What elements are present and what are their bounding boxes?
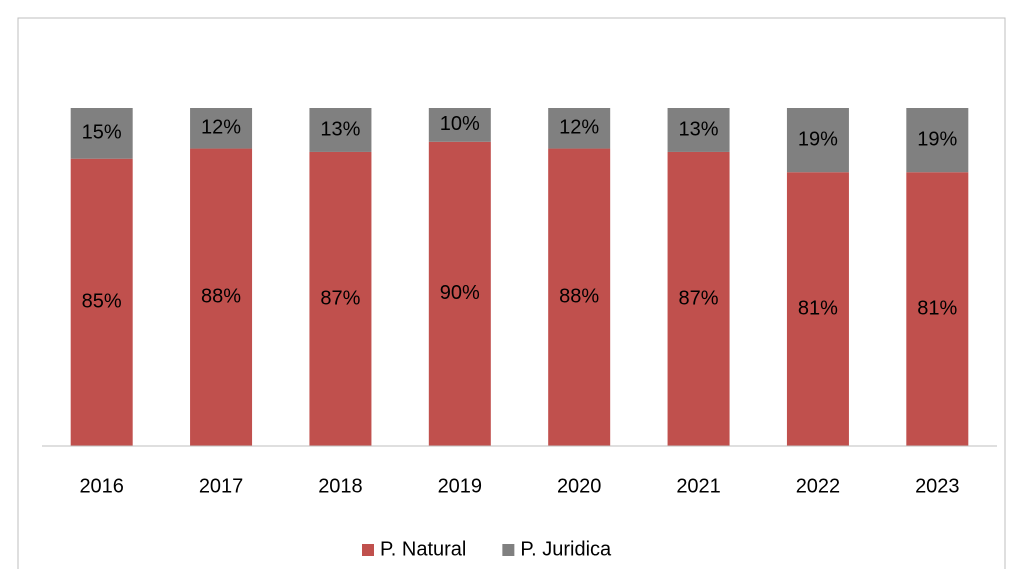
- bar-segment: [667, 151, 730, 446]
- data-label: 81%: [798, 297, 838, 319]
- legend-label: P. Natural: [380, 538, 466, 560]
- x-tick-label: 2019: [438, 475, 483, 497]
- data-label: 90%: [440, 282, 480, 304]
- bar-segment: [428, 108, 491, 142]
- x-tick-label: 2020: [557, 475, 602, 497]
- bar-segment: [786, 108, 849, 173]
- x-tick-label: 2021: [676, 475, 721, 497]
- data-label: 15%: [82, 122, 122, 144]
- bar-segment: [428, 141, 491, 447]
- x-tick-label: 2022: [796, 475, 841, 497]
- x-tick-label: 2017: [199, 475, 244, 497]
- data-label: 19%: [798, 128, 838, 150]
- data-label: 13%: [679, 118, 719, 140]
- bar-segment: [309, 108, 372, 152]
- bar-segment: [70, 108, 133, 159]
- legend-swatch: [362, 544, 374, 556]
- bar-segment: [70, 158, 133, 446]
- data-label: 12%: [201, 117, 241, 139]
- data-label: 88%: [559, 286, 599, 308]
- bar-segment: [548, 148, 611, 446]
- bar-segment: [906, 108, 969, 173]
- bar-segment: [309, 151, 372, 446]
- x-tick-label: 2018: [318, 475, 363, 497]
- legend-swatch: [502, 544, 515, 556]
- legend-label: P. Juridica: [520, 538, 612, 560]
- data-label: 13%: [320, 118, 360, 140]
- bar-segment: [190, 108, 253, 149]
- bar-segment: [786, 172, 849, 446]
- x-tick-label: 2016: [79, 475, 124, 497]
- data-label: 10%: [440, 113, 480, 135]
- data-label: 87%: [320, 287, 360, 309]
- chart-frame: [17, 17, 1006, 569]
- data-label: 19%: [917, 128, 957, 150]
- data-label: 85%: [82, 291, 122, 313]
- x-tick-label: 2023: [915, 475, 960, 497]
- bar-segment: [906, 172, 969, 446]
- data-label: 81%: [917, 297, 957, 319]
- bar-segment: [190, 148, 253, 446]
- data-label: 12%: [559, 117, 599, 139]
- bar-segment: [548, 108, 611, 149]
- bar-segment: [667, 108, 730, 152]
- data-label: 87%: [679, 287, 719, 309]
- data-label: 88%: [201, 286, 241, 308]
